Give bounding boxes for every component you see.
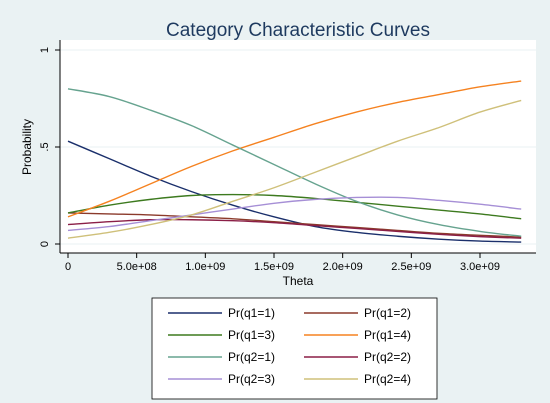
- legend-label-pr-q1-3: Pr(q1=3): [228, 328, 275, 342]
- x-tick-label-6: 3.0e+09: [460, 261, 500, 273]
- series-line-pr-q1-4: [67, 80, 522, 218]
- y-tick-label-2: 1: [39, 47, 51, 53]
- legend-label-pr-q2-1: Pr(q2=1): [228, 350, 275, 364]
- series-line-pr-q1-1: [67, 140, 522, 243]
- series-lines: [67, 80, 522, 243]
- x-tick-label-0: 0: [65, 261, 71, 273]
- legend-label-pr-q2-2: Pr(q2=2): [364, 350, 411, 364]
- series-line-pr-q1-3: [67, 193, 522, 220]
- grid-lines: [60, 49, 536, 245]
- series-line-pr-q2-1: [67, 88, 522, 237]
- y-tick-label-1: .5: [39, 142, 51, 151]
- legend-label-pr-q2-3: Pr(q2=3): [228, 372, 275, 386]
- x-axis-label: Theta: [283, 274, 314, 288]
- legend-label-pr-q1-1: Pr(q1=1): [228, 306, 275, 320]
- x-tick-label-1: 5.0e+08: [117, 261, 157, 273]
- series-line-pr-q2-2: [67, 218, 522, 239]
- y-ticks: 0.51: [39, 47, 60, 247]
- y-tick-label-0: 0: [39, 241, 51, 247]
- y-axis-label: Probability: [20, 119, 34, 175]
- series-line-pr-q1-2: [67, 212, 522, 238]
- series-line-pr-q2-3: [67, 196, 522, 232]
- x-tick-label-3: 1.5e+09: [254, 261, 294, 273]
- legend: Pr(q1=1) Pr(q1=2) Pr(q1=3) Pr(q1=4) Pr(q2=1)…: [168, 306, 411, 386]
- x-ticks: 0 5.0e+08 1.0e+09 1.5e+09 2.0e+09 2.5e+09 3.0e…: [65, 253, 500, 273]
- legend-label-pr-q1-4: Pr(q1=4): [364, 328, 411, 342]
- legend-label-pr-q1-2: Pr(q1=2): [364, 306, 411, 320]
- chart-title: Category Characteristic Curves: [166, 20, 430, 41]
- x-tick-label-4: 2.0e+09: [323, 261, 363, 273]
- x-tick-label-5: 2.5e+09: [391, 261, 431, 273]
- series-line-pr-q2-4: [67, 99, 522, 239]
- x-tick-label-2: 1.0e+09: [185, 261, 225, 273]
- legend-box: [151, 297, 438, 400]
- legend-label-pr-q2-4: Pr(q2=4): [364, 372, 411, 386]
